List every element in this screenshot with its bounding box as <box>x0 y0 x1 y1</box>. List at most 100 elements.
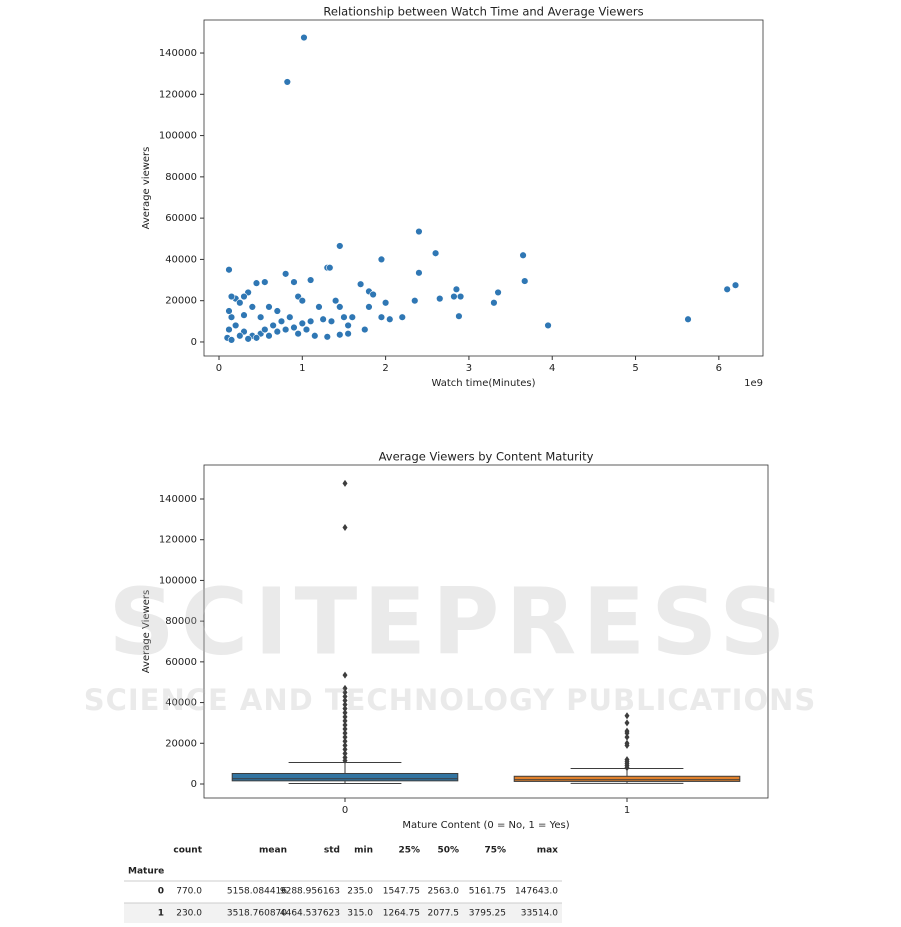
table-cell: 230.0 <box>176 909 202 919</box>
y-tick-label: 100000 <box>159 575 197 586</box>
scatter-point <box>306 276 315 284</box>
y-tick-label: 60000 <box>165 213 197 224</box>
scatter-point <box>336 303 344 311</box>
x-tick-label: 1 <box>624 805 630 816</box>
scatter-point <box>273 327 282 336</box>
table-index-name: Mature <box>128 867 164 877</box>
scatter-point <box>240 311 248 319</box>
outlier <box>342 697 348 705</box>
table-cell: 1264.75 <box>383 909 420 919</box>
table-cell: 770.0 <box>176 887 202 897</box>
outlier <box>624 733 630 741</box>
table-header: max <box>537 846 558 856</box>
table-header: 75% <box>484 846 506 856</box>
y-tick-label: 100000 <box>159 131 197 142</box>
watermark-title: SCITEPRESS <box>108 568 791 675</box>
scatter-point <box>361 325 369 334</box>
scatter-point <box>265 303 273 311</box>
scatter-point <box>431 249 440 257</box>
outlier <box>342 671 348 679</box>
scatter-point <box>398 313 406 321</box>
table-index: 0 <box>158 887 164 897</box>
y-tick-label: 120000 <box>159 535 197 546</box>
x-tick-label: 0 <box>216 363 222 374</box>
y-tick-label: 20000 <box>165 296 197 307</box>
scatter-point <box>344 321 352 330</box>
table-cell: 3518.760870 <box>227 909 287 919</box>
scatter-point <box>290 323 298 332</box>
outlier <box>624 741 630 749</box>
scatter-point <box>326 263 334 272</box>
scatter-point <box>294 330 302 338</box>
x-offset-label: 1e9 <box>744 378 763 389</box>
scatter-point <box>336 331 344 339</box>
scatter-point <box>436 294 444 303</box>
scatter-point <box>340 313 348 321</box>
scatter-point <box>415 227 423 236</box>
scatter-point <box>300 33 308 42</box>
scatter-point <box>269 321 277 330</box>
scatter-point <box>336 242 344 250</box>
scatter-point <box>231 321 240 330</box>
scatter-point <box>319 315 327 323</box>
plot-frame <box>203 464 769 799</box>
scatter-point <box>277 317 286 326</box>
y-tick-label: 120000 <box>159 89 197 100</box>
outlier <box>342 741 348 749</box>
table-cell: 2077.5 <box>428 909 460 919</box>
y-tick-label: 40000 <box>165 254 197 265</box>
scatter-point <box>381 299 390 307</box>
scatter-point <box>261 325 269 334</box>
y-tick-label: 140000 <box>159 48 197 59</box>
table-cell: 5158.084416 <box>227 887 287 897</box>
x-axis-label: Watch time(Minutes) <box>431 378 535 389</box>
outlier <box>342 745 348 753</box>
scatter-point <box>490 299 498 307</box>
x-tick-label: 0 <box>342 805 348 816</box>
scatter-point <box>252 279 261 287</box>
table-header: mean <box>259 846 287 856</box>
scatter-point <box>265 332 273 340</box>
scatter-point <box>452 285 461 294</box>
outlier <box>342 705 348 713</box>
scatter-point <box>281 325 290 334</box>
watermark-subtitle: SCIENCE AND TECHNOLOGY PUBLICATIONS <box>84 683 817 717</box>
table-cell: 33514.0 <box>521 909 558 919</box>
y-tick-label: 140000 <box>159 494 197 505</box>
scatter-point <box>302 325 311 334</box>
table-header: 25% <box>398 846 420 856</box>
scatter-point <box>348 313 356 321</box>
scatter-point <box>248 303 257 311</box>
x-tick-label: 2 <box>382 363 388 374</box>
x-tick-label: 5 <box>632 363 638 374</box>
scatter-point <box>256 313 265 321</box>
scatter-point <box>286 313 294 321</box>
plot-frame <box>203 19 764 357</box>
scatter-point <box>311 332 319 340</box>
outlier <box>342 737 348 745</box>
scatter-point <box>225 325 233 334</box>
table-cell: 147643.0 <box>515 887 558 897</box>
scatter-point <box>415 269 423 277</box>
scatter-point <box>377 255 386 264</box>
outlier <box>342 479 348 487</box>
scatter-point <box>227 313 236 321</box>
y-tick-label: 0 <box>191 337 197 348</box>
outlier <box>342 729 348 737</box>
y-tick-label: 80000 <box>165 172 197 183</box>
x-tick-label: 3 <box>466 363 472 374</box>
outlier <box>624 764 630 772</box>
scatter-point <box>240 292 248 301</box>
table-cell: 9288.956163 <box>280 887 340 897</box>
scatter-point <box>455 312 463 320</box>
scatter-point <box>377 313 386 321</box>
scatter-point <box>344 330 352 338</box>
scatter-point <box>236 332 244 340</box>
scatter-point <box>450 292 458 301</box>
scatter-point <box>331 296 340 305</box>
box <box>231 772 459 782</box>
x-axis-label: Mature Content (0 = No, 1 = Yes) <box>402 820 569 831</box>
y-tick-label: 80000 <box>165 616 197 627</box>
table-cell: 5161.75 <box>469 887 506 897</box>
scatter-point <box>298 296 307 305</box>
